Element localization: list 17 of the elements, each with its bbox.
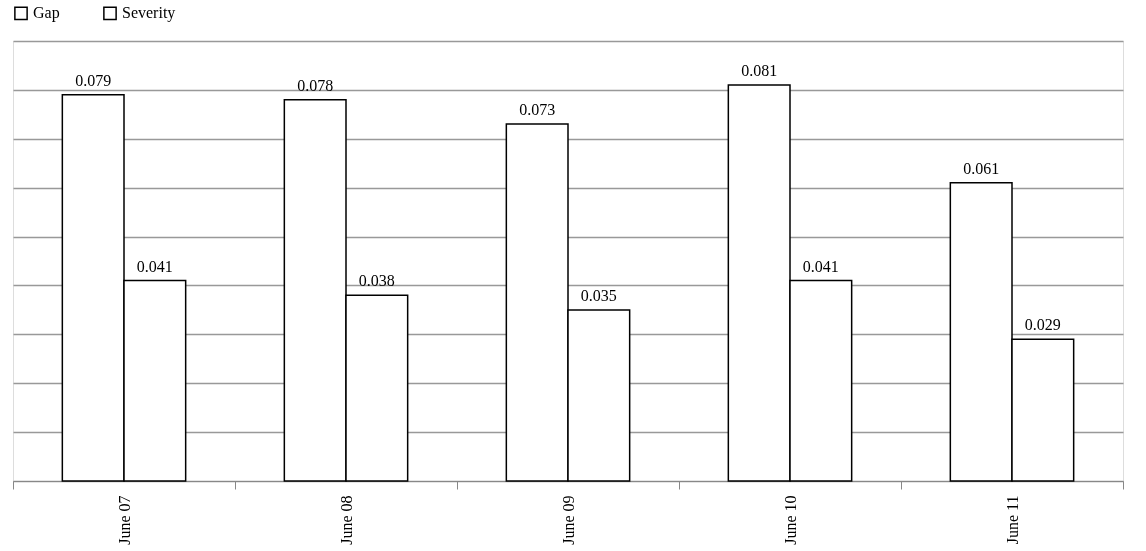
x-tick-label: June 10 bbox=[781, 495, 799, 545]
x-tick-label: June 08 bbox=[337, 495, 355, 545]
data-label: 0.061 bbox=[963, 159, 1000, 177]
data-label: 0.041 bbox=[136, 257, 173, 275]
data-label: 0.073 bbox=[519, 101, 556, 119]
data-label: 0.029 bbox=[1024, 316, 1061, 334]
data-label: 0.038 bbox=[358, 272, 395, 290]
data-label: 0.041 bbox=[802, 257, 839, 275]
x-tick-label: June 09 bbox=[559, 495, 577, 545]
data-label: 0.078 bbox=[297, 76, 334, 94]
x-tick-label: June 11 bbox=[1003, 495, 1021, 545]
x-tick-label: June 07 bbox=[115, 495, 133, 545]
legend-label: Severity bbox=[122, 4, 176, 23]
legend-label: Gap bbox=[33, 4, 60, 23]
data-label: 0.081 bbox=[741, 62, 778, 79]
data-label: 0.035 bbox=[580, 286, 617, 304]
data-label: 0.079 bbox=[75, 71, 112, 89]
